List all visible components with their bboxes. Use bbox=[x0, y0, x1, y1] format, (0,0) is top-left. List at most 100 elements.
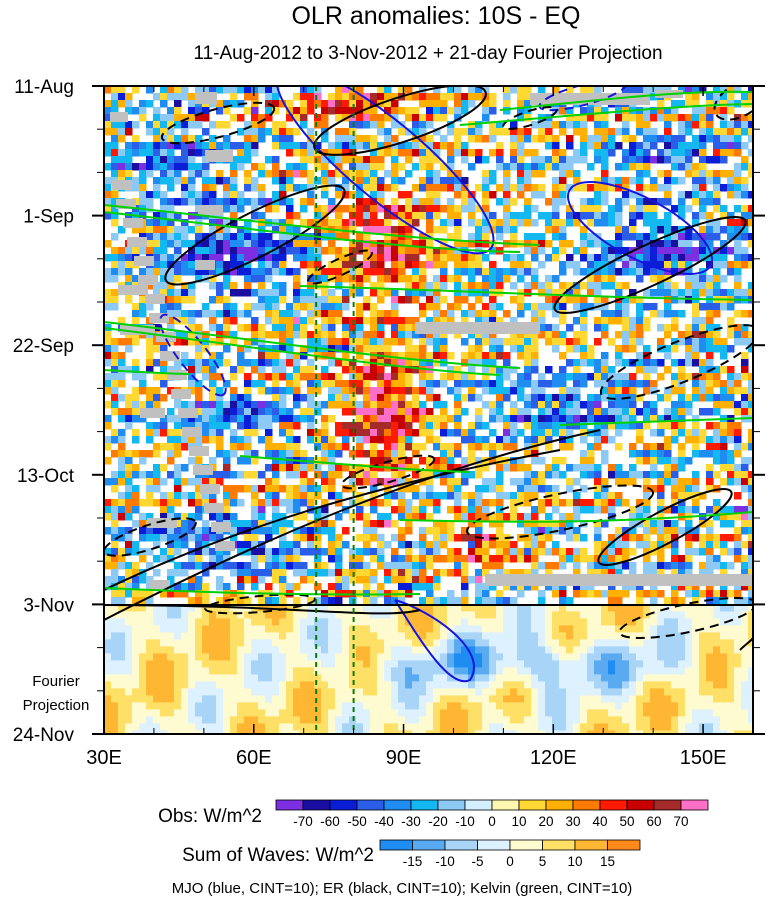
obs-anomaly-cell bbox=[685, 240, 693, 248]
obs-anomaly-cell bbox=[384, 100, 392, 108]
obs-anomaly-cell bbox=[146, 492, 154, 500]
obs-anomaly-cell bbox=[251, 303, 259, 311]
obs-anomaly-cell bbox=[601, 247, 609, 255]
obs-anomaly-cell bbox=[307, 569, 315, 577]
obs-anomaly-cell bbox=[664, 149, 672, 157]
obs-anomaly-cell bbox=[573, 492, 581, 500]
obs-anomaly-cell bbox=[209, 86, 217, 94]
obs-anomaly-cell bbox=[454, 226, 462, 234]
obs-anomaly-cell bbox=[538, 128, 546, 136]
obs-anomaly-cell bbox=[524, 352, 532, 360]
obs-anomaly-cell bbox=[559, 317, 567, 325]
obs-anomaly-cell bbox=[573, 408, 581, 416]
obs-anomaly-cell bbox=[230, 142, 238, 150]
obs-anomaly-cell bbox=[587, 163, 595, 171]
obs-anomaly-cell bbox=[181, 541, 189, 549]
obs-anomaly-cell bbox=[734, 275, 742, 283]
obs-anomaly-cell bbox=[153, 191, 161, 199]
obs-anomaly-cell bbox=[685, 275, 693, 283]
obs-anomaly-cell bbox=[440, 177, 448, 185]
obs-anomaly-cell bbox=[496, 338, 504, 346]
obs-anomaly-cell bbox=[636, 338, 644, 346]
obs-anomaly-cell bbox=[398, 226, 406, 234]
obs-anomaly-cell bbox=[363, 219, 371, 227]
obs-anomaly-cell bbox=[237, 352, 245, 360]
obs-anomaly-cell bbox=[671, 471, 679, 479]
obs-anomaly-cell bbox=[314, 541, 322, 549]
obs-anomaly-cell bbox=[650, 450, 658, 458]
obs-anomaly-cell bbox=[664, 443, 672, 451]
obs-anomaly-cell bbox=[181, 590, 189, 598]
obs-anomaly-cell bbox=[146, 548, 154, 556]
obs-anomaly-cell bbox=[167, 121, 175, 129]
obs-anomaly-cell bbox=[573, 121, 581, 129]
obs-anomaly-cell bbox=[671, 247, 679, 255]
obs-anomaly-cell bbox=[426, 184, 434, 192]
obs-anomaly-cell bbox=[125, 513, 133, 521]
obs-anomaly-cell bbox=[461, 576, 469, 584]
obs-anomaly-cell bbox=[300, 548, 308, 556]
obs-anomaly-cell bbox=[433, 534, 441, 542]
obs-anomaly-cell bbox=[559, 366, 567, 374]
obs-anomaly-cell bbox=[720, 401, 728, 409]
obs-anomaly-cell bbox=[153, 527, 161, 535]
obs-anomaly-cell bbox=[153, 471, 161, 479]
obs-anomaly-cell bbox=[489, 352, 497, 360]
obs-anomaly-cell bbox=[391, 170, 399, 178]
obs-anomaly-cell bbox=[594, 184, 602, 192]
obs-anomaly-cell bbox=[622, 380, 630, 388]
obs-anomaly-cell bbox=[475, 86, 483, 94]
obs-anomaly-cell bbox=[300, 534, 308, 542]
obs-anomaly-cell bbox=[167, 177, 175, 185]
obs-anomaly-cell bbox=[510, 219, 518, 227]
obs-anomaly-cell bbox=[342, 275, 350, 283]
obs-anomaly-cell bbox=[713, 289, 721, 297]
obs-anomaly-cell bbox=[188, 338, 196, 346]
obs-anomaly-cell bbox=[440, 345, 448, 353]
obs-anomaly-cell bbox=[300, 254, 308, 262]
obs-anomaly-cell bbox=[377, 450, 385, 458]
obs-anomaly-cell bbox=[188, 422, 196, 430]
obs-anomaly-cell bbox=[489, 128, 497, 136]
obs-anomaly-cell bbox=[440, 163, 448, 171]
obs-anomaly-cell bbox=[160, 163, 168, 171]
obs-anomaly-cell bbox=[741, 387, 749, 395]
obs-anomaly-cell bbox=[272, 394, 280, 402]
obs-anomaly-cell bbox=[489, 275, 497, 283]
obs-anomaly-cell bbox=[720, 205, 728, 213]
obs-anomaly-cell bbox=[706, 373, 714, 381]
obs-anomaly-cell bbox=[482, 387, 490, 395]
obs-anomaly-cell bbox=[692, 191, 700, 199]
obs-anomaly-cell bbox=[188, 156, 196, 164]
obs-anomaly-cell bbox=[503, 583, 511, 591]
obs-anomaly-cell bbox=[167, 534, 175, 542]
obs-anomaly-cell bbox=[244, 387, 252, 395]
obs-anomaly-cell bbox=[566, 163, 574, 171]
obs-anomaly-cell bbox=[391, 331, 399, 339]
obs-anomaly-cell bbox=[482, 464, 490, 472]
obs-anomaly-cell bbox=[244, 233, 252, 241]
obs-anomaly-cell bbox=[195, 513, 203, 521]
obs-anomaly-cell bbox=[293, 240, 301, 248]
obs-anomaly-cell bbox=[104, 240, 112, 248]
obs-anomaly-cell bbox=[335, 387, 343, 395]
obs-anomaly-cell bbox=[181, 142, 189, 150]
obs-anomaly-cell bbox=[713, 555, 721, 563]
obs-anomaly-cell bbox=[678, 457, 686, 465]
obs-anomaly-cell bbox=[699, 345, 707, 353]
obs-anomaly-cell bbox=[454, 100, 462, 108]
obs-anomaly-cell bbox=[244, 576, 252, 584]
obs-anomaly-cell bbox=[440, 268, 448, 276]
obs-anomaly-cell bbox=[237, 205, 245, 213]
obs-anomaly-cell bbox=[342, 464, 350, 472]
obs-anomaly-cell bbox=[244, 261, 252, 269]
obs-anomaly-cell bbox=[202, 478, 210, 486]
obs-anomaly-cell bbox=[650, 247, 658, 255]
obs-anomaly-cell bbox=[440, 282, 448, 290]
obs-anomaly-cell bbox=[244, 107, 252, 115]
obs-anomaly-cell bbox=[734, 163, 742, 171]
obs-anomaly-cell bbox=[447, 464, 455, 472]
obs-anomaly-cell bbox=[594, 282, 602, 290]
obs-anomaly-cell bbox=[174, 212, 182, 220]
obs-anomaly-cell bbox=[293, 597, 301, 605]
